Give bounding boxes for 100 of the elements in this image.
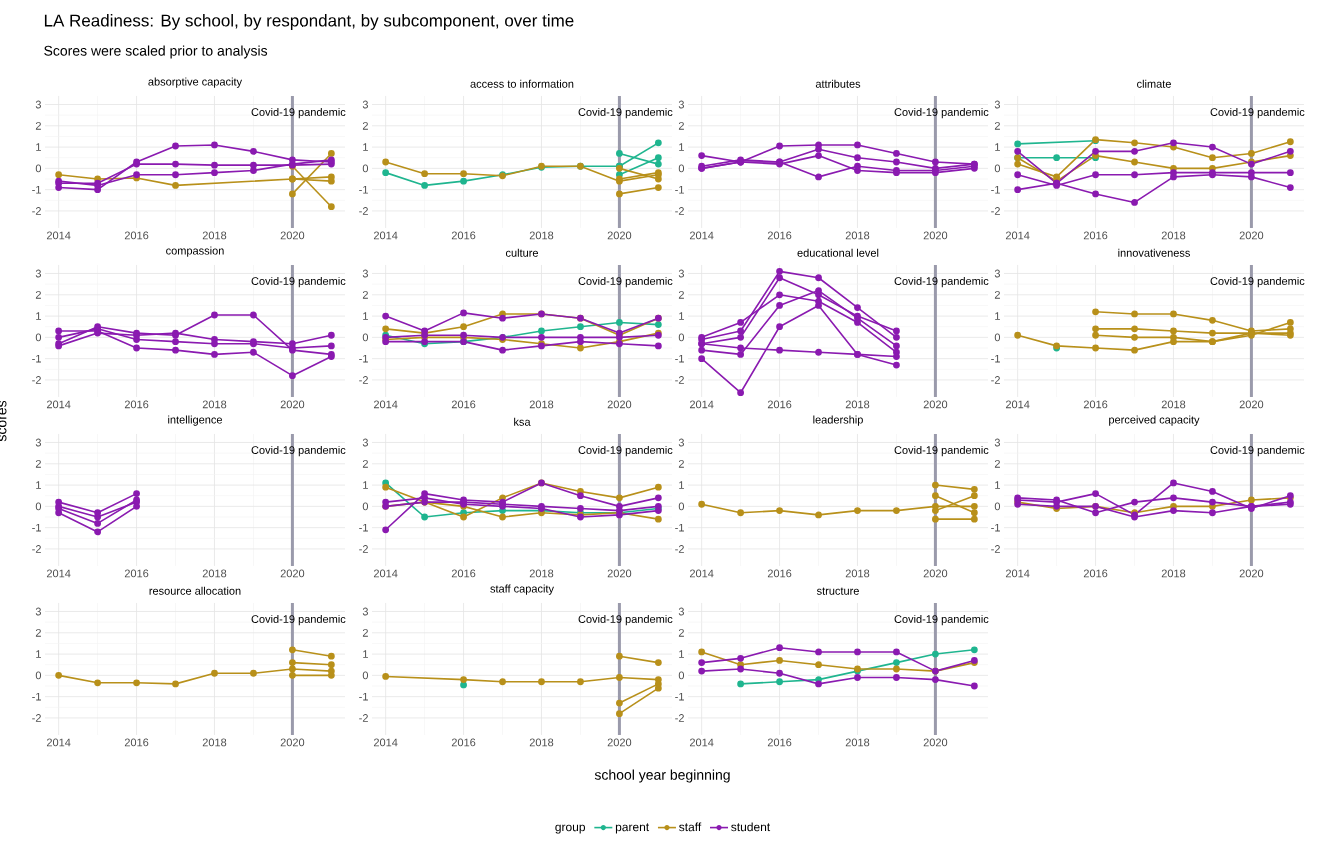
ref-line-label: Covid-19 pandemic xyxy=(578,445,673,457)
x-tick-label: 2016 xyxy=(124,231,149,240)
y-tick-label: 1 xyxy=(679,143,684,151)
y-tick-label: 3 xyxy=(994,100,1000,109)
y-tick-label: 2 xyxy=(35,121,41,130)
y-tick-label: -2 xyxy=(359,714,368,722)
x-tick-label: 2020 xyxy=(1239,400,1264,409)
chart-title: leadership xyxy=(813,415,863,426)
x-tick-label: 2020 xyxy=(280,569,305,578)
text: Scores were scaled prior to analysis xyxy=(44,45,268,59)
y-tick-label: 2 xyxy=(678,290,684,299)
y-tick-label: 3 xyxy=(362,438,368,447)
y-tick-label: 3 xyxy=(994,438,1000,447)
legend-label: student xyxy=(731,822,771,832)
x-tick-label: 2014 xyxy=(689,231,714,240)
y-tick-label: 3 xyxy=(678,607,684,616)
y-tick-label: 1 xyxy=(363,312,368,320)
ref-line-label: Covid-19 pandemic xyxy=(1210,445,1305,457)
x-tick-label: 2020 xyxy=(280,400,305,409)
y-tick-label: -1 xyxy=(32,692,41,701)
ref-line-label: Covid-19 pandemic xyxy=(578,614,673,626)
y-tick-label: 0 xyxy=(35,164,42,173)
y-tick-label: 1 xyxy=(679,312,684,320)
x-tick-label: 2018 xyxy=(202,569,227,578)
x-tick-label: 2014 xyxy=(1005,231,1030,240)
y-tick-label: 0 xyxy=(362,502,369,511)
chart-title: staff capacity xyxy=(490,584,554,595)
x-tick-label: 2018 xyxy=(845,231,870,240)
chart-title: resource allocation xyxy=(149,586,241,595)
y-tick-label: 0 xyxy=(678,333,685,342)
y-tick-label: 2 xyxy=(362,628,368,637)
ref-line-label: Covid-19 pandemic xyxy=(251,107,346,119)
x-tick-label: 2020 xyxy=(923,569,948,578)
y-tick-label: -2 xyxy=(991,207,1000,215)
x-tick-label: 2014 xyxy=(46,231,71,240)
x-tick-label: 2020 xyxy=(280,738,305,747)
y-tick-label: -1 xyxy=(675,354,684,363)
x-tick-label: 2020 xyxy=(607,231,632,240)
y-tick-label: -2 xyxy=(675,207,684,215)
y-tick-label: -2 xyxy=(359,376,368,384)
ref-line-label: Covid-19 pandemic xyxy=(578,276,673,288)
x-tick-label: 2016 xyxy=(1083,231,1108,240)
x-tick-label: 2020 xyxy=(923,400,948,409)
legend-label: staff xyxy=(679,822,702,832)
y-tick-label: -2 xyxy=(359,545,368,553)
y-tick-label: -1 xyxy=(991,354,1000,363)
y-tick-label: 2 xyxy=(35,290,41,299)
x-tick-label: 2020 xyxy=(280,231,305,240)
y-tick-label: -1 xyxy=(359,354,368,363)
y-tick-label: -1 xyxy=(991,523,1000,532)
x-tick-label: 2018 xyxy=(1161,569,1186,578)
legend-title: group xyxy=(555,824,586,834)
y-tick-label: 3 xyxy=(35,607,41,616)
x-tick-label: 2018 xyxy=(202,400,227,409)
y-tick-label: 0 xyxy=(35,333,42,342)
chart-title: structure xyxy=(816,587,859,595)
y-tick-label: 3 xyxy=(678,269,684,278)
x-tick-label: 2016 xyxy=(767,738,792,747)
ref-line-label: Covid-19 pandemic xyxy=(578,107,673,119)
y-tick-label: 0 xyxy=(362,333,369,342)
x-tick-label: 2014 xyxy=(689,738,714,747)
y-tick-label: -1 xyxy=(991,185,1000,194)
x-tick-label: 2018 xyxy=(845,400,870,409)
x-tick-label: 2014 xyxy=(373,400,398,409)
y-tick-label: 1 xyxy=(36,143,41,151)
x-tick-label: 2020 xyxy=(607,569,632,578)
x-tick-label: 2018 xyxy=(202,738,227,747)
y-tick-label: -2 xyxy=(991,376,1000,384)
x-tick-label: 2014 xyxy=(46,738,71,747)
y-tick-label: -2 xyxy=(675,714,684,722)
y-tick-label: 1 xyxy=(363,481,368,489)
y-tick-label: -2 xyxy=(991,545,1000,553)
y-tick-label: -1 xyxy=(32,523,41,532)
x-tick-label: 2020 xyxy=(923,231,948,240)
y-tick-label: 1 xyxy=(36,312,41,320)
x-tick-label: 2016 xyxy=(124,738,149,747)
y-tick-label: -2 xyxy=(32,376,41,384)
y-tick-label: 3 xyxy=(678,100,684,109)
y-tick-label: -1 xyxy=(32,354,41,363)
y-tick-label: 1 xyxy=(36,481,41,489)
y-tick-label: 0 xyxy=(362,671,369,680)
y-tick-label: 1 xyxy=(995,312,1000,320)
x-tick-label: 2016 xyxy=(451,738,476,747)
ref-line-label: Covid-19 pandemic xyxy=(251,614,346,626)
y-tick-label: 1 xyxy=(995,143,1000,151)
ref-line-label: Covid-19 pandemic xyxy=(1210,276,1305,288)
chart-title: intelligence xyxy=(168,415,223,426)
x-tick-label: 2016 xyxy=(451,569,476,578)
x-tick-label: 2014 xyxy=(689,400,714,409)
y-tick-label: -1 xyxy=(675,692,684,701)
legend-label: parent xyxy=(615,823,650,834)
y-tick-label: 3 xyxy=(678,438,684,447)
y-tick-label: -1 xyxy=(675,185,684,194)
y-tick-label: 0 xyxy=(678,502,685,511)
x-tick-label: 2018 xyxy=(845,738,870,747)
ref-line-label: Covid-19 pandemic xyxy=(1210,107,1305,119)
y-tick-label: -1 xyxy=(32,185,41,194)
x-tick-label: 2018 xyxy=(1161,231,1186,240)
y-tick-label: 0 xyxy=(35,671,42,680)
y-tick-label: 2 xyxy=(994,121,1000,130)
